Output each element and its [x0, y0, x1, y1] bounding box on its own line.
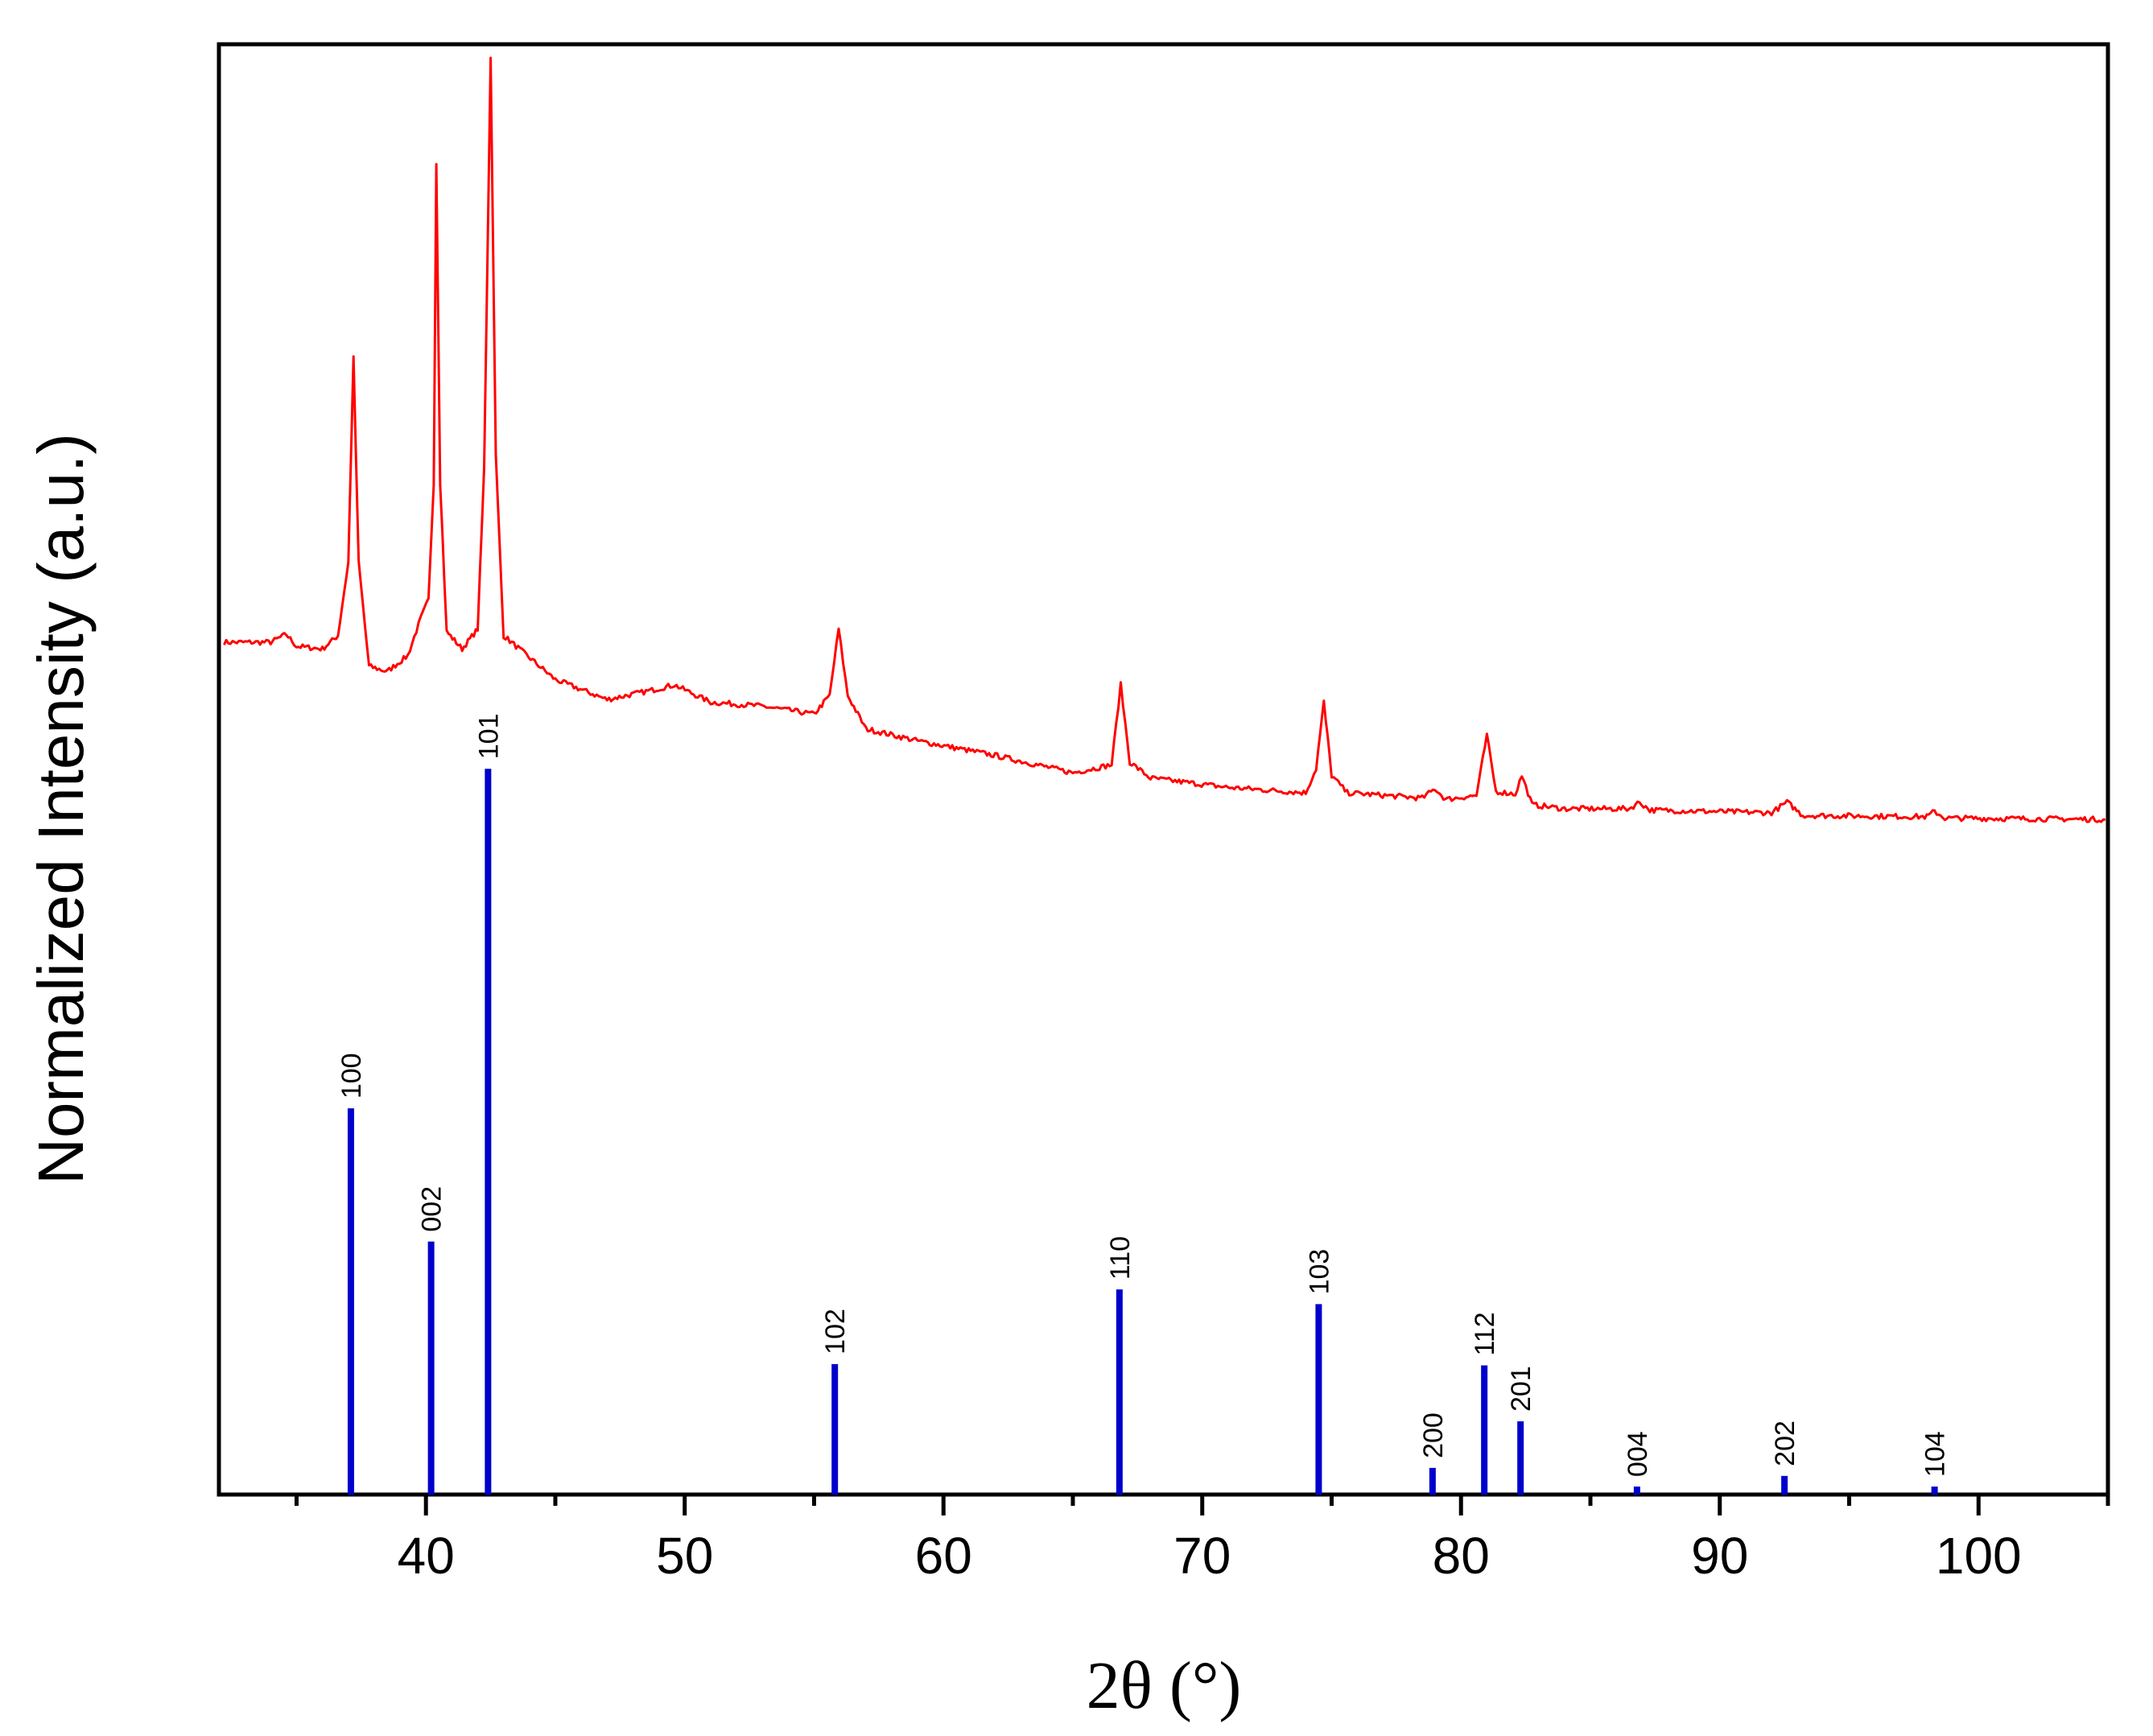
- peak-label-200: 200: [1418, 1412, 1449, 1458]
- peak-label-002: 002: [417, 1186, 448, 1232]
- x-tick-label-60: 60: [915, 1527, 972, 1585]
- peak-label-100: 100: [336, 1053, 367, 1099]
- measured-pattern-line: [223, 56, 2106, 823]
- x-axis-ticks: 40 50 60 70 80 90 100: [294, 1495, 2110, 1585]
- y-axis-label: Normalized Intensity (a.u.): [25, 433, 97, 1185]
- peak-label-102: 102: [820, 1309, 851, 1355]
- measured-pattern-layer: [223, 56, 2106, 823]
- peak-label-101: 101: [473, 713, 504, 759]
- peak-label-004: 004: [1623, 1431, 1653, 1477]
- x-axis-label: 2θ (°): [1087, 1648, 1242, 1723]
- peak-label-104: 104: [1920, 1431, 1951, 1477]
- peak-label-202: 202: [1770, 1421, 1800, 1466]
- peak-label-110: 110: [1105, 1236, 1136, 1280]
- x-tick-label-100: 100: [1936, 1527, 2022, 1585]
- x-tick-label-70: 70: [1173, 1527, 1231, 1585]
- plot-frame: [217, 42, 2110, 1497]
- peak-label-201: 201: [1506, 1366, 1536, 1412]
- peak-label-112: 112: [1470, 1312, 1500, 1355]
- peak-label-103: 103: [1304, 1249, 1334, 1295]
- x-tick-label-80: 80: [1433, 1527, 1490, 1585]
- x-tick-label-90: 90: [1691, 1527, 1748, 1585]
- x-tick-label-40: 40: [398, 1527, 455, 1585]
- x-tick-label-50: 50: [656, 1527, 713, 1585]
